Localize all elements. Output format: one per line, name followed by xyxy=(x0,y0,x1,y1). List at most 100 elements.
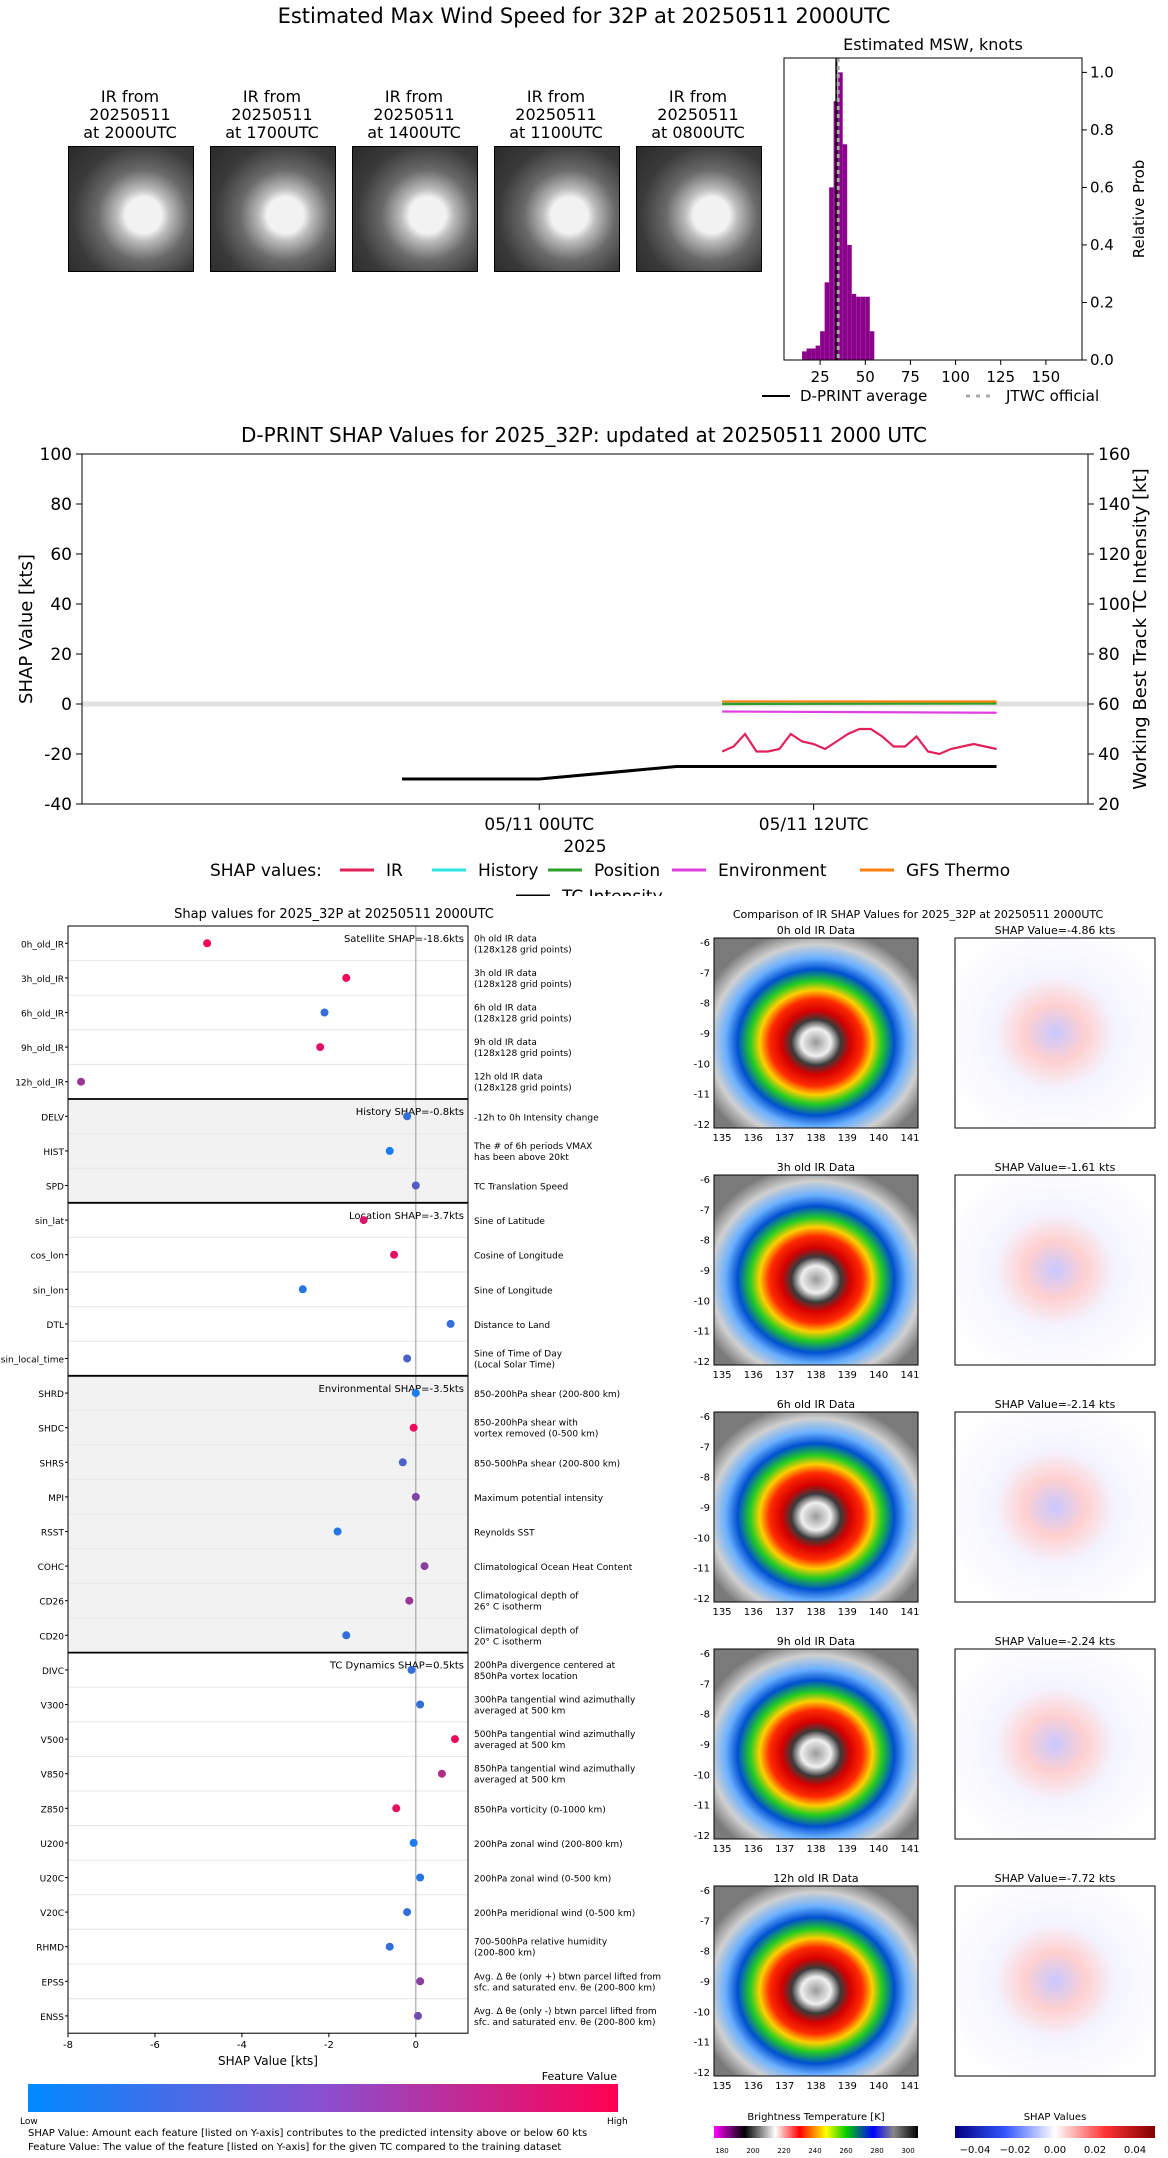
ir-y-tick-label: -10 xyxy=(694,2007,710,2018)
histogram-bar xyxy=(842,144,848,360)
feature-name: CD26 xyxy=(39,1598,64,1608)
ir-x-tick-label: 136 xyxy=(744,1370,763,1381)
ir-thumbnail-image xyxy=(636,146,762,272)
ir-panel-title: 0h old IR Data xyxy=(777,924,855,937)
feature-chart-title: Shap values for 2025_32P at 20250511 200… xyxy=(174,907,494,922)
feature-description: vortex removed (0-500 km) xyxy=(474,1430,598,1440)
series-line-ir xyxy=(721,727,997,756)
feature-point xyxy=(342,973,351,982)
legend-label: History xyxy=(478,861,538,881)
y-right-tick-label: 60 xyxy=(1098,695,1120,715)
shap-panel-title: SHAP Value=-2.14 kts xyxy=(995,1398,1116,1411)
ir-y-tick-label: -8 xyxy=(700,1947,710,1958)
feature-name: V300 xyxy=(41,1702,65,1712)
ir-x-tick-label: 138 xyxy=(806,2081,825,2092)
feature-shap-chart: Shap values for 2025_32P at 20250511 200… xyxy=(1,907,661,2068)
feature-description: 200hPa divergence centered at xyxy=(474,1661,616,1671)
ir-x-tick-label: 138 xyxy=(806,1370,825,1381)
ir-y-tick-label: -12 xyxy=(694,2068,710,2079)
feature-description: 850-200hPa shear with xyxy=(474,1419,578,1429)
comparison-title: Comparison of IR SHAP Values for 2025_32… xyxy=(733,908,1104,921)
group-band xyxy=(68,1099,468,1203)
ir-y-tick-label: -11 xyxy=(694,1564,710,1575)
feature-description: 200hPa zonal wind (0-500 km) xyxy=(474,1875,611,1885)
ir-y-tick-label: -9 xyxy=(700,1977,710,1988)
thumbnail-label-line: IR from xyxy=(100,87,160,106)
bt-colorbar-gradient xyxy=(714,2126,918,2138)
footnote-feature: Feature Value: The value of the feature … xyxy=(28,2142,562,2153)
feature-description: Distance to Land xyxy=(474,1321,550,1331)
feature-description: 12h old IR data xyxy=(474,1073,543,1083)
ir-y-tick-label: -9 xyxy=(700,1740,710,1751)
feature-name: SHRD xyxy=(38,1390,64,1400)
feature-point xyxy=(414,2011,422,2020)
thumbnail-label-line: IR from xyxy=(242,87,302,106)
y-tick-label: -40 xyxy=(44,795,72,815)
ir-x-tick-label: 140 xyxy=(869,2081,888,2092)
feature-point xyxy=(446,1319,455,1328)
y-tick-label: 100 xyxy=(40,445,72,465)
feature-point xyxy=(407,1665,416,1674)
footnote-shap: SHAP Value: Amount each feature [listed … xyxy=(28,2128,588,2139)
ir-x-tick-label: 136 xyxy=(744,1607,763,1618)
ir-x-tick-label: 138 xyxy=(806,1607,825,1618)
feature-description: TC Translation Speed xyxy=(473,1183,568,1193)
feature-name: SHDC xyxy=(38,1425,64,1435)
feature-colorbar-low: Low xyxy=(20,2117,38,2127)
feature-description: 850hPa vorticity (0-1000 km) xyxy=(474,1805,606,1815)
bt-colorbar-tick: 240 xyxy=(808,2147,821,2155)
ir-x-tick-label: 137 xyxy=(775,1370,794,1381)
ir-y-tick-label: -6 xyxy=(700,1175,710,1186)
y-tick-label: 40 xyxy=(50,595,72,615)
histogram-bar xyxy=(820,331,825,360)
legend-label: Position xyxy=(594,861,660,881)
ir-y-tick-label: -7 xyxy=(700,1916,710,1927)
series-line-position xyxy=(722,702,997,706)
shap-panel-image xyxy=(955,1649,1155,1839)
feature-point xyxy=(342,1631,351,1640)
thumbnail-label: IR from 20250511 at 1100UTC xyxy=(491,88,621,142)
ir-panel-frame xyxy=(713,1174,919,1366)
feature-xlabel: SHAP Value [kts] xyxy=(218,2054,318,2068)
ir-y-tick-label: -12 xyxy=(694,1831,710,1842)
y-tick-label: 1.0 xyxy=(1090,63,1114,81)
feature-description: 850hPa tangential wind azimuthally xyxy=(474,1765,636,1775)
feature-description: sfc. and saturated env. θe (200-800 km) xyxy=(474,2018,656,2028)
ir-x-tick-label: 137 xyxy=(775,1133,794,1144)
ir-y-tick-label: -11 xyxy=(694,1327,710,1338)
ir-y-tick-label: -6 xyxy=(700,938,710,949)
feature-description: 500hPa tangential wind azimuthally xyxy=(474,1730,636,1740)
ir-panel-image xyxy=(714,1175,918,1365)
ir-panel-frame xyxy=(713,1648,919,1840)
histogram-bar xyxy=(815,345,821,360)
ir-y-tick-label: -11 xyxy=(694,2038,710,2049)
feature-description: (128x128 grid points) xyxy=(474,980,572,990)
feature-point xyxy=(298,1285,307,1294)
ir-x-tick-label: 137 xyxy=(775,2081,794,2092)
ir-x-tick-label: 139 xyxy=(838,1607,857,1618)
legend-label-dprint: D-PRINT average xyxy=(800,387,927,405)
ir-y-tick-label: -6 xyxy=(700,1649,710,1660)
y-tick-label: 0.2 xyxy=(1090,293,1114,311)
feature-description: averaged at 500 km xyxy=(474,1741,565,1751)
ir-panel-image xyxy=(714,1412,918,1602)
ir-panel-frame xyxy=(713,937,919,1129)
feature-point xyxy=(409,1423,418,1432)
feature-description: 850hPa vortex location xyxy=(474,1672,578,1682)
thumbnail-label-line: at 2000UTC xyxy=(83,123,177,142)
feature-name: CD20 xyxy=(39,1632,64,1642)
thumbnail-label-line: IR from xyxy=(668,87,728,106)
x-tick-label: 50 xyxy=(856,368,875,386)
feature-frame xyxy=(67,925,469,2034)
ir-y-tick-label: -7 xyxy=(700,1205,710,1216)
feature-description: 20° C isotherm xyxy=(474,1637,542,1647)
ir-thumbnail-image xyxy=(210,146,336,272)
feature-point xyxy=(392,1804,401,1813)
feature-description: 9h old IR data xyxy=(474,1038,537,1048)
ir-x-tick-label: 139 xyxy=(838,1133,857,1144)
shap-panel-frame xyxy=(954,1648,1156,1840)
histogram-bar xyxy=(824,282,830,360)
feature-description: (200-800 km) xyxy=(474,1949,535,1959)
bt-colorbar-tick: 220 xyxy=(777,2147,790,2155)
feature-name: U20C xyxy=(40,1875,64,1885)
